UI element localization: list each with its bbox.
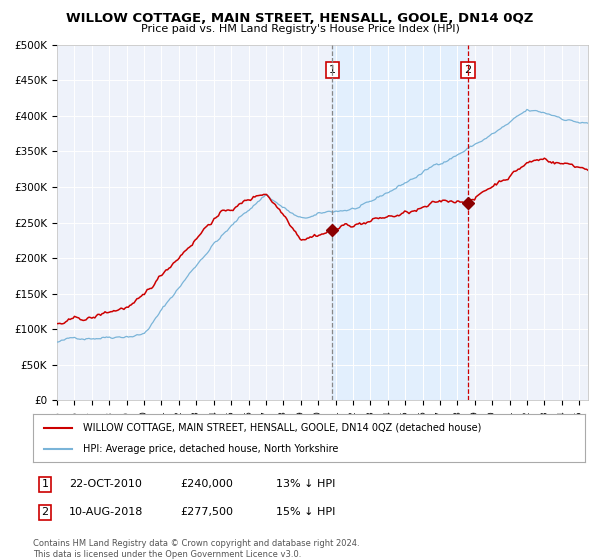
Text: 22-OCT-2010: 22-OCT-2010: [69, 479, 142, 489]
Text: 1: 1: [41, 479, 49, 489]
Text: Price paid vs. HM Land Registry's House Price Index (HPI): Price paid vs. HM Land Registry's House …: [140, 24, 460, 34]
Text: 13% ↓ HPI: 13% ↓ HPI: [276, 479, 335, 489]
Text: 1: 1: [329, 65, 336, 74]
Text: Contains HM Land Registry data © Crown copyright and database right 2024.
This d: Contains HM Land Registry data © Crown c…: [33, 539, 359, 559]
Text: 10-AUG-2018: 10-AUG-2018: [69, 507, 143, 517]
Text: £277,500: £277,500: [180, 507, 233, 517]
Text: 15% ↓ HPI: 15% ↓ HPI: [276, 507, 335, 517]
Text: HPI: Average price, detached house, North Yorkshire: HPI: Average price, detached house, Nort…: [83, 444, 338, 454]
Text: £240,000: £240,000: [180, 479, 233, 489]
Text: WILLOW COTTAGE, MAIN STREET, HENSALL, GOOLE, DN14 0QZ (detached house): WILLOW COTTAGE, MAIN STREET, HENSALL, GO…: [83, 423, 481, 433]
Bar: [332, 45, 468, 400]
Text: 2: 2: [41, 507, 49, 517]
Text: 2: 2: [464, 65, 472, 74]
Text: WILLOW COTTAGE, MAIN STREET, HENSALL, GOOLE, DN14 0QZ: WILLOW COTTAGE, MAIN STREET, HENSALL, GO…: [67, 12, 533, 25]
